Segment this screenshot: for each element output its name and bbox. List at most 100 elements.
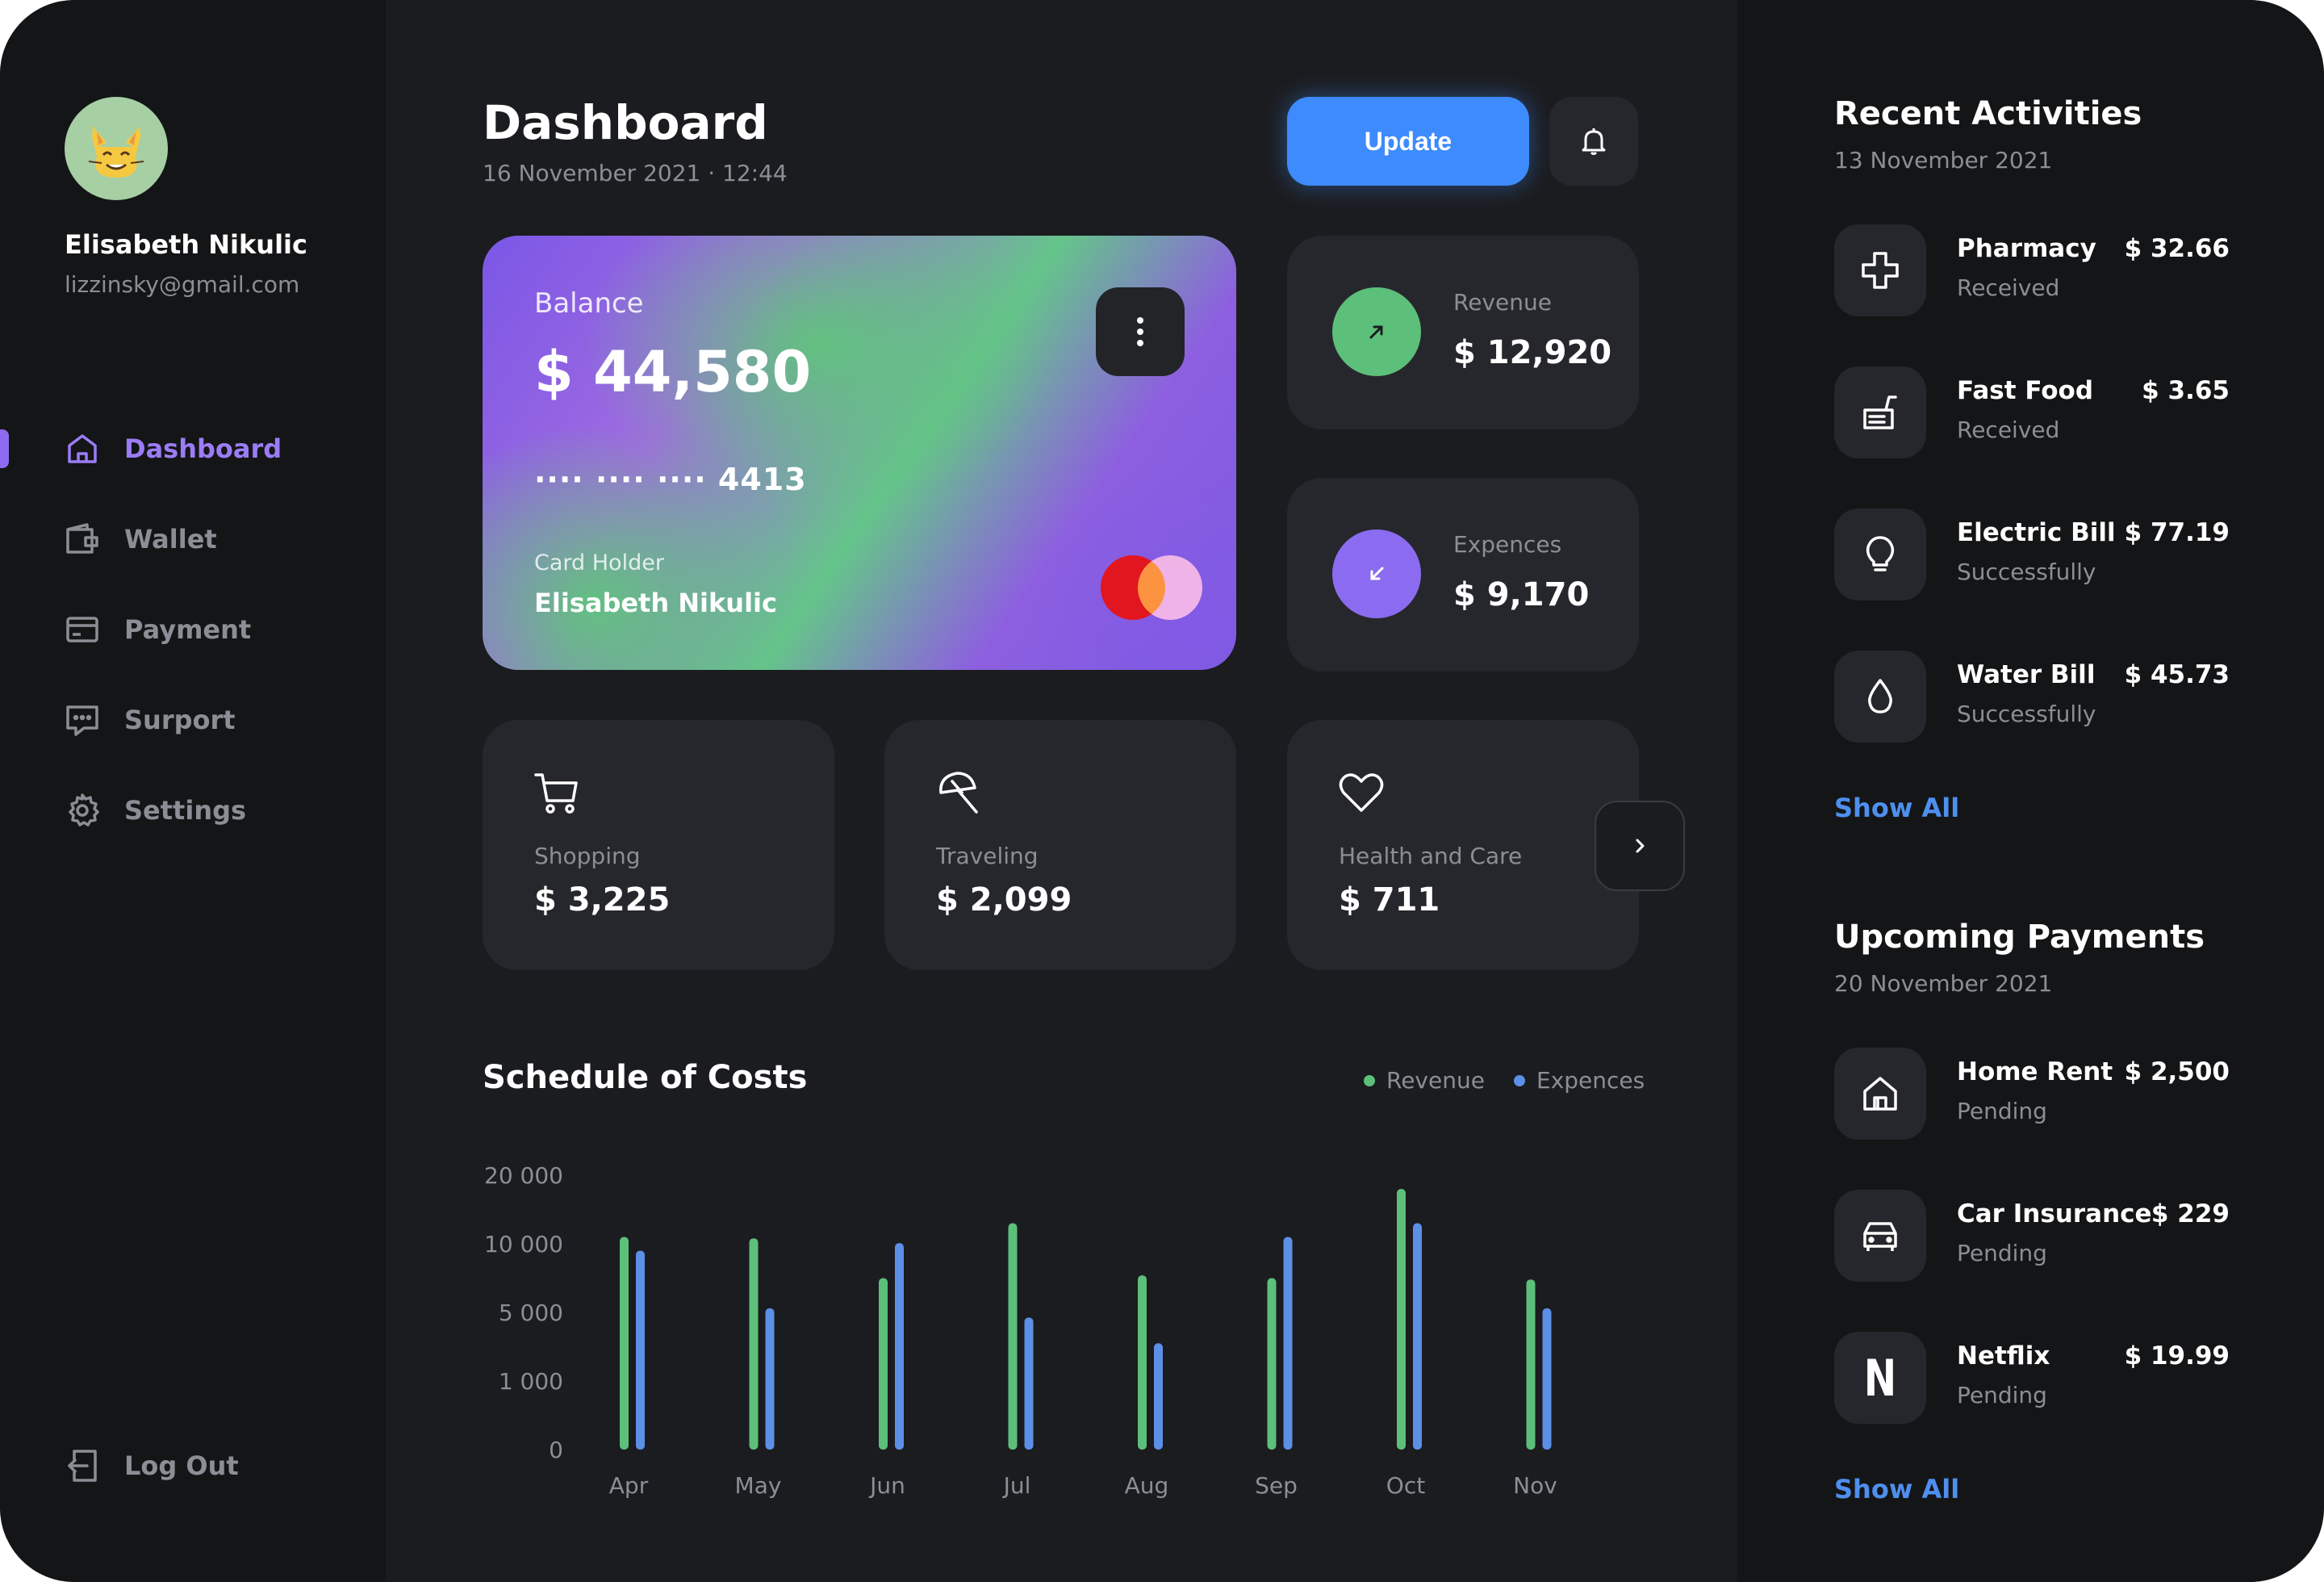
- payment-name: Netflix: [1957, 1341, 2050, 1371]
- payment-item-car-insurance[interactable]: Car Insurance Pending $ 229: [1834, 1190, 2230, 1282]
- lightbulb-icon: [1866, 536, 1895, 571]
- sidebar-item-label: Settings: [124, 795, 247, 826]
- arrow-down-left-icon: [1370, 567, 1384, 580]
- legend-item-expences: Expences: [1514, 1067, 1645, 1094]
- bar-revenue-jul[interactable]: [1008, 1223, 1018, 1450]
- bar-expences-oct[interactable]: [1413, 1223, 1422, 1450]
- bar-expences-sep[interactable]: [1283, 1237, 1293, 1450]
- sidebar-item-label: Surport: [124, 705, 236, 735]
- category-value: $ 711: [1339, 881, 1440, 919]
- mastercard-orange-circle: [1138, 555, 1202, 620]
- balance-card[interactable]: Balance $ 44,580 ···· ···· ···· 4413 Car…: [483, 236, 1236, 670]
- revenue-value: $ 12,920: [1453, 334, 1612, 371]
- activity-amount: $ 32.66: [2124, 234, 2230, 263]
- notifications-button[interactable]: [1549, 97, 1638, 186]
- x-tick-label: Aug: [1125, 1472, 1169, 1499]
- x-tick-label: May: [735, 1472, 782, 1499]
- next-categories-button[interactable]: [1595, 801, 1685, 891]
- y-tick-label: 20 000: [484, 1162, 563, 1189]
- bar-expences-jul[interactable]: [1024, 1317, 1034, 1450]
- recent-activities-date: 13 November 2021: [1834, 147, 2053, 174]
- y-tick-label: 10 000: [484, 1231, 563, 1258]
- user-email: lizzinsky@gmail.com: [65, 271, 300, 298]
- active-nav-indicator: [0, 429, 9, 468]
- bar-revenue-jun[interactable]: [879, 1278, 888, 1450]
- logout-button[interactable]: Log Out: [65, 1442, 239, 1490]
- legend-dot-expences: [1514, 1074, 1525, 1086]
- expences-label: Expences: [1453, 531, 1562, 558]
- category-label: Health and Care: [1339, 843, 1523, 869]
- activity-icon-badge: [1834, 366, 1926, 458]
- payment-amount: $ 2,500: [2124, 1057, 2230, 1086]
- payment-icon-badge: [1834, 1190, 1926, 1282]
- bar-revenue-apr[interactable]: [620, 1237, 629, 1450]
- balance-label: Balance: [534, 287, 644, 320]
- card-number-last4: 4413: [717, 462, 807, 497]
- activity-item-water-bill[interactable]: Water Bill Successfully $ 45.73: [1834, 651, 2230, 743]
- card-holder-name: Elisabeth Nikulic: [534, 588, 777, 618]
- expences-icon-badge: [1332, 529, 1421, 618]
- home-icon: [68, 434, 97, 463]
- activity-item-pharmacy[interactable]: Pharmacy Received $ 32.66: [1834, 224, 2230, 316]
- revenue-label: Revenue: [1453, 289, 1552, 316]
- arrow-up-right-icon: [1369, 325, 1383, 339]
- sidebar-item-surport[interactable]: Surport: [65, 696, 236, 744]
- x-tick-label: Sep: [1255, 1472, 1298, 1499]
- card-menu-button[interactable]: [1096, 287, 1185, 376]
- activity-icon-badge: [1834, 651, 1926, 743]
- payment-status: Pending: [1957, 1240, 2047, 1266]
- bar-revenue-oct[interactable]: [1397, 1189, 1406, 1450]
- payment-name: Car Insurance: [1957, 1199, 2152, 1228]
- cat-emoji-avatar: [88, 126, 144, 178]
- main-content: Dashboard 16 November 2021 · 12:44 Updat…: [386, 0, 1737, 1582]
- bar-revenue-aug[interactable]: [1138, 1275, 1147, 1450]
- bar-expences-jun[interactable]: [895, 1243, 904, 1450]
- heart-icon: [1339, 773, 1384, 812]
- chat-icon: [66, 705, 98, 736]
- activity-item-electric-bill[interactable]: Electric Bill Successfully $ 77.19: [1834, 508, 2230, 601]
- payment-amount: $ 19.99: [2124, 1341, 2230, 1371]
- update-button[interactable]: Update: [1287, 97, 1529, 186]
- sidebar-item-wallet[interactable]: Wallet: [65, 515, 217, 563]
- sidebar-item-payment[interactable]: Payment: [65, 605, 251, 654]
- car-icon: [1863, 1222, 1897, 1251]
- bar-expences-may[interactable]: [765, 1308, 775, 1450]
- upcoming-show-all-link[interactable]: Show All: [1834, 1474, 1960, 1505]
- bar-revenue-may[interactable]: [749, 1238, 759, 1450]
- bar-expences-apr[interactable]: [636, 1250, 645, 1450]
- category-label: Shopping: [534, 843, 641, 869]
- payment-item-netflix[interactable]: N Netflix Pending $ 19.99: [1834, 1332, 2230, 1424]
- category-value: $ 3,225: [534, 881, 671, 919]
- sidebar-item-dashboard[interactable]: Dashboard: [65, 425, 282, 473]
- category-label: Traveling: [936, 843, 1039, 869]
- schedule-of-costs-chart: 20 000 10 000 5 000 1 000 0 Apr May Jun Jul Aug Se…: [484, 1162, 1557, 1499]
- bar-revenue-sep[interactable]: [1267, 1278, 1277, 1450]
- revenue-card[interactable]: Revenue $ 12,920: [1287, 236, 1639, 429]
- category-card-shopping[interactable]: Shopping $ 3,225: [483, 720, 834, 970]
- activity-item-fast-food[interactable]: Fast Food Received $ 3.65: [1834, 366, 2230, 458]
- water-drop-icon: [1868, 679, 1892, 714]
- umbrella-icon: [939, 772, 978, 814]
- activity-status: Received: [1957, 416, 2060, 443]
- medical-cross-icon: [1862, 252, 1899, 289]
- y-tick-label: 1 000: [499, 1368, 563, 1395]
- category-card-traveling[interactable]: Traveling $ 2,099: [884, 720, 1236, 970]
- payment-item-home-rent[interactable]: Home Rent Pending $ 2,500: [1834, 1048, 2230, 1140]
- y-tick-label: 0: [549, 1437, 563, 1463]
- activity-icon-badge: [1834, 508, 1926, 601]
- sidebar-item-settings[interactable]: Settings: [65, 786, 246, 835]
- activity-icon-badge: [1834, 224, 1926, 316]
- avatar[interactable]: [65, 97, 168, 200]
- credit-card-icon: [66, 617, 98, 642]
- expences-card[interactable]: Expences $ 9,170: [1287, 478, 1639, 672]
- more-vertical-icon: [1137, 317, 1143, 346]
- bar-expences-aug[interactable]: [1154, 1343, 1163, 1450]
- x-tick-label: Jul: [1002, 1472, 1031, 1499]
- activity-amount: $ 77.19: [2124, 518, 2230, 547]
- activity-name: Fast Food: [1957, 376, 2094, 405]
- payment-status: Pending: [1957, 1098, 2047, 1124]
- recent-show-all-link[interactable]: Show All: [1834, 793, 1960, 823]
- category-card-health-and-care[interactable]: Health and Care $ 711: [1287, 720, 1639, 970]
- bar-revenue-nov[interactable]: [1526, 1279, 1536, 1450]
- bar-expences-nov[interactable]: [1542, 1308, 1552, 1450]
